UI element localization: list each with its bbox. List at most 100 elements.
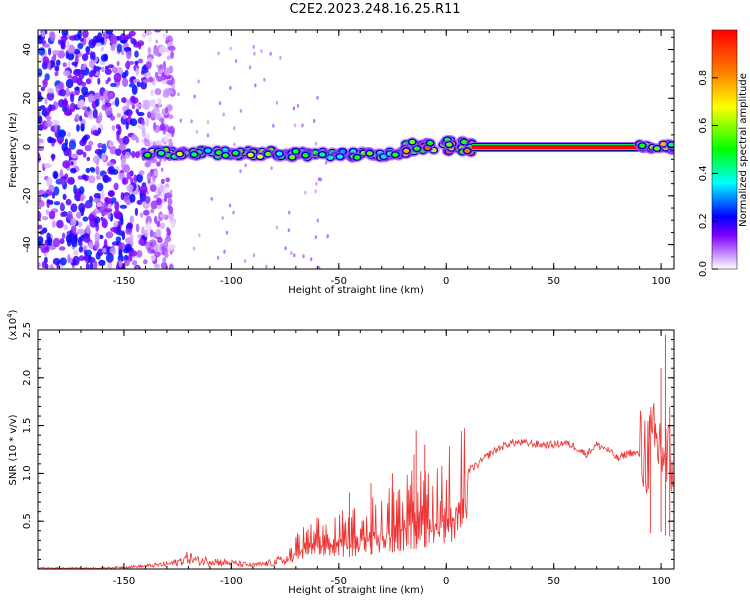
ridge-blob xyxy=(403,148,410,153)
noise-blob xyxy=(136,250,143,258)
noise-blob xyxy=(159,213,167,219)
noise-blob xyxy=(67,147,72,158)
noise-blob xyxy=(131,134,138,141)
noise-blob xyxy=(315,181,318,186)
noise-blob xyxy=(89,262,94,269)
x-tick-label: 50 xyxy=(547,576,560,587)
noise-blob xyxy=(165,185,169,193)
noise-blob xyxy=(65,234,72,243)
noise-blob xyxy=(39,230,45,235)
noise-blob xyxy=(88,213,96,222)
x-tick-label: -100 xyxy=(220,276,243,287)
noise-blob xyxy=(216,255,220,260)
noise-blob xyxy=(51,153,55,162)
noise-blob xyxy=(49,104,56,111)
noise-blob xyxy=(108,140,114,148)
noise-blob xyxy=(153,106,159,115)
noise-blob xyxy=(192,246,196,251)
noise-blob xyxy=(126,98,130,109)
noise-blob xyxy=(97,142,103,149)
noise-blob xyxy=(125,49,132,60)
noise-blob xyxy=(113,182,119,191)
noise-blob xyxy=(314,189,317,194)
noise-blob xyxy=(73,48,81,55)
noise-blob xyxy=(108,92,114,99)
noise-blob xyxy=(45,209,50,216)
ridge-blob xyxy=(461,139,468,145)
noise-blob xyxy=(165,88,174,95)
noise-blob xyxy=(317,265,321,269)
noise-blob xyxy=(110,82,117,88)
noise-blob xyxy=(156,97,161,104)
noise-blob xyxy=(42,193,49,198)
noise-blob xyxy=(79,240,83,247)
noise-blob xyxy=(110,34,117,45)
ridge-blob xyxy=(276,151,283,156)
noise-blob xyxy=(165,192,173,199)
noise-blob xyxy=(156,161,161,167)
noise-blob xyxy=(243,259,247,263)
noise-blob xyxy=(94,208,99,214)
ridge-blob xyxy=(446,142,453,147)
colorbar: 0.0 0.2 0.4 0.6 0.8 Normalized spectral ampl… xyxy=(698,29,749,277)
noise-blob xyxy=(68,35,77,41)
noise-blob xyxy=(165,183,169,188)
noise-blob xyxy=(144,140,151,147)
noise-blob xyxy=(56,219,64,229)
noise-blob xyxy=(88,241,94,250)
colorbar-tick-label: 0.2 xyxy=(698,213,709,229)
x-tick-label: -50 xyxy=(331,276,347,287)
noise-blob xyxy=(164,106,169,114)
noise-blob xyxy=(97,77,101,85)
noise-blob xyxy=(60,39,65,49)
x-tick-label: 100 xyxy=(652,576,671,587)
noise-blob xyxy=(159,222,166,230)
noise-blob xyxy=(304,190,307,195)
noise-blob xyxy=(92,129,99,136)
x-tick-label: -150 xyxy=(113,276,136,287)
noise-blob xyxy=(40,86,46,92)
noise-blob xyxy=(126,184,134,192)
noise-blob xyxy=(167,198,173,206)
noise-blob xyxy=(111,169,119,175)
noise-blob xyxy=(128,60,135,65)
noise-blob xyxy=(164,67,171,76)
noise-blob xyxy=(61,142,68,152)
noise-blob xyxy=(59,257,67,266)
noise-blob xyxy=(116,112,121,118)
noise-blob xyxy=(170,220,176,229)
noise-blob xyxy=(83,151,87,158)
noise-blob xyxy=(54,65,60,72)
noise-blob xyxy=(68,140,77,150)
noise-blob xyxy=(218,101,222,106)
noise-blob xyxy=(293,253,296,258)
noise-blob xyxy=(65,87,70,97)
noise-blob xyxy=(166,80,174,86)
noise-blob xyxy=(48,47,52,56)
noise-blob xyxy=(107,64,115,69)
noise-blob xyxy=(100,54,108,62)
ridge-blob xyxy=(639,143,646,148)
noise-blob xyxy=(73,184,77,195)
noise-blob xyxy=(150,208,155,214)
noise-blob xyxy=(302,254,305,259)
noise-blob xyxy=(89,59,95,68)
noise-blob xyxy=(95,165,100,176)
noise-blob xyxy=(163,75,172,80)
noise-blob xyxy=(115,212,121,220)
ridge-blob xyxy=(289,155,296,160)
noise-blob xyxy=(121,49,125,56)
noise-blob xyxy=(77,228,85,235)
noise-blob xyxy=(116,60,120,67)
snr-y-multiplier: (x104) xyxy=(6,309,19,340)
noise-blob xyxy=(136,173,143,183)
noise-blob xyxy=(92,155,101,164)
noise-blob xyxy=(123,47,132,52)
noise-blob xyxy=(63,98,68,108)
ridge-blob xyxy=(354,155,361,160)
noise-blob xyxy=(193,94,196,99)
noise-blob xyxy=(127,112,132,119)
noise-blob xyxy=(99,95,104,101)
noise-blob xyxy=(59,169,64,177)
noise-blob xyxy=(221,215,224,220)
